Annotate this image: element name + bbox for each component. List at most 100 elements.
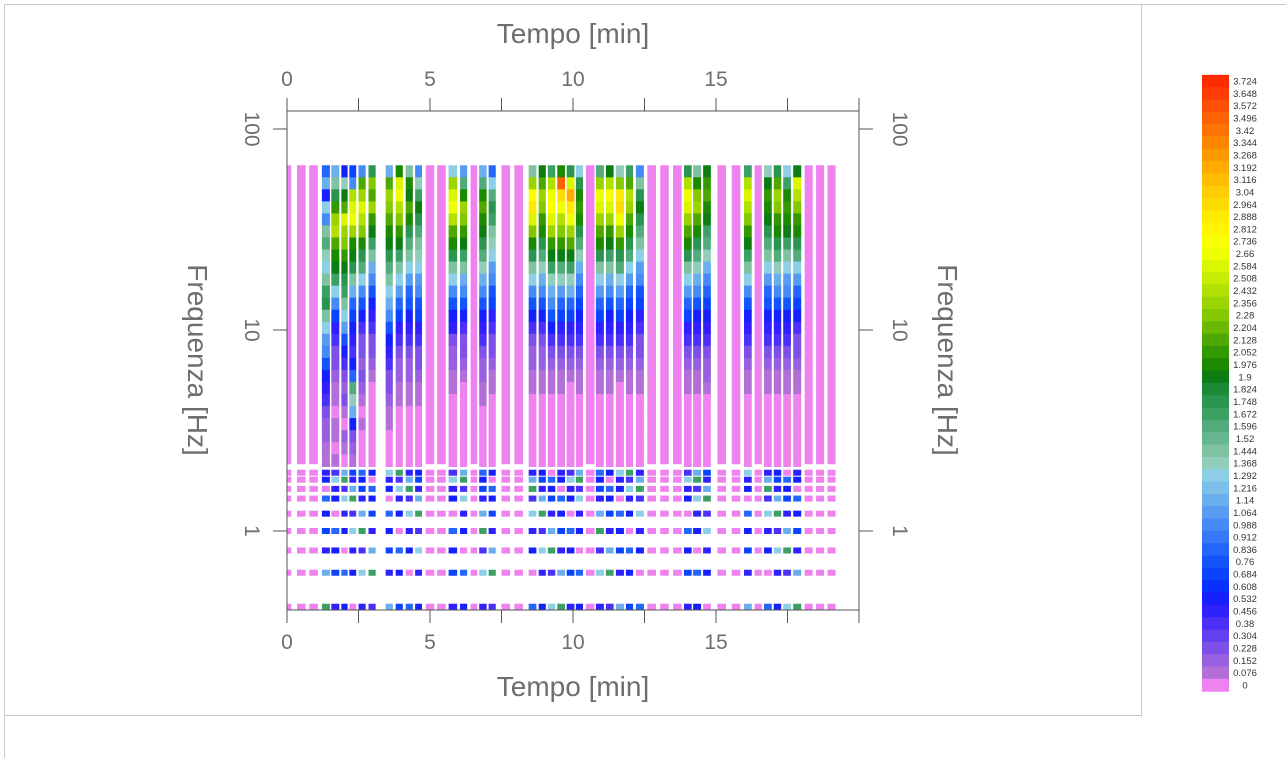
heatmap-cell — [683, 528, 692, 534]
heatmap-cell — [557, 297, 565, 311]
heatmap-cell — [395, 309, 403, 323]
heatmap-cell — [460, 476, 468, 483]
heatmap-cell — [341, 454, 348, 467]
heatmap-cell — [358, 495, 366, 502]
heatmap-cell — [635, 430, 644, 443]
heatmap-cell — [415, 569, 422, 576]
heatmap-cell — [793, 273, 802, 287]
heatmap-cell — [816, 469, 825, 476]
heatmap-cell — [566, 510, 575, 517]
heatmap-cell — [557, 345, 565, 359]
heatmap-cell — [405, 285, 413, 299]
heatmap-cell — [625, 469, 634, 476]
heatmap-cell — [395, 510, 403, 517]
colorbar-swatch — [1202, 580, 1229, 594]
heatmap-cell — [358, 165, 366, 178]
heatmap-cell — [341, 357, 348, 371]
heatmap-cell — [331, 177, 340, 190]
heatmap-cell — [647, 603, 656, 610]
heatmap-cell — [501, 485, 511, 492]
heatmap-cell — [501, 476, 511, 483]
heatmap-cell — [405, 357, 413, 371]
heatmap-cell — [595, 237, 604, 251]
heatmap-cell — [673, 476, 682, 483]
x-tick-label-top: 10 — [561, 68, 584, 91]
heatmap-cell — [437, 528, 446, 534]
heatmap-cell — [703, 309, 711, 323]
heatmap-cell — [395, 321, 403, 335]
heatmap-cell — [341, 394, 348, 407]
heatmap-cell — [425, 495, 435, 502]
heatmap-cell — [773, 603, 782, 610]
heatmap-cell — [448, 165, 458, 178]
heatmap-cell — [368, 273, 376, 287]
colorbar-tick-label: 2.508 — [1233, 274, 1257, 285]
heatmap-cell — [297, 469, 306, 476]
heatmap-cell — [358, 321, 366, 335]
heatmap-cell — [693, 225, 702, 239]
heatmap-cell — [647, 469, 656, 476]
heatmap-cell — [585, 603, 595, 610]
heatmap-cell — [460, 394, 468, 407]
heatmap-cell — [368, 485, 376, 492]
heatmap-cell — [460, 442, 468, 455]
heatmap-cell — [635, 261, 644, 275]
heatmap-cell — [538, 495, 546, 502]
heatmap-cell — [566, 547, 575, 554]
heatmap-cell — [460, 285, 468, 299]
heatmap-cell — [437, 495, 446, 502]
colorbar-swatch — [1202, 604, 1229, 618]
heatmap-cell — [793, 201, 802, 215]
heatmap-cell — [349, 273, 357, 287]
heatmap-cell — [405, 430, 413, 443]
heatmap-cell — [358, 333, 366, 347]
heatmap-cell — [528, 225, 537, 239]
colorbar-tick-label: 2.888 — [1233, 212, 1257, 223]
heatmap-cell — [470, 547, 478, 554]
heatmap-cell — [783, 394, 791, 407]
colorbar-tick-label: 2.66 — [1236, 249, 1255, 260]
heatmap-cell — [754, 165, 762, 465]
heatmap-cell — [460, 406, 468, 419]
heatmap-cell — [297, 603, 306, 610]
heatmap-cell — [460, 213, 468, 227]
heatmap-cell — [703, 454, 711, 467]
heatmap-cell — [595, 381, 604, 395]
heatmap-cell — [764, 357, 772, 371]
heatmap-cell — [744, 273, 752, 287]
heatmap-cell — [744, 381, 752, 395]
heatmap-cell — [358, 345, 366, 359]
heatmap-cell — [744, 321, 752, 335]
heatmap-cell — [547, 213, 556, 227]
heatmap-cell — [460, 369, 468, 383]
heatmap-cell — [488, 394, 496, 407]
heatmap-cell — [754, 510, 762, 517]
heatmap-cell — [547, 225, 556, 239]
heatmap-cell — [693, 603, 702, 610]
heatmap-cell — [460, 510, 468, 517]
heatmap-cell — [595, 321, 604, 335]
colorbar-tick-label: 0.38 — [1236, 619, 1255, 630]
heatmap-cell — [575, 495, 584, 502]
heatmap-cell — [585, 165, 595, 465]
heatmap-cell — [703, 510, 711, 517]
colorbar-tick-label: 0.76 — [1236, 557, 1255, 568]
heatmap-cell — [528, 369, 537, 383]
heatmap-cell — [731, 165, 741, 465]
heatmap-cell — [605, 442, 614, 455]
heatmap-cell — [341, 201, 348, 215]
heatmap-cell — [575, 273, 584, 287]
heatmap-cell — [368, 189, 376, 202]
heatmap-cell — [385, 547, 393, 554]
heatmap-cell — [368, 201, 376, 215]
heatmap-cell — [405, 442, 413, 455]
heatmap-cell — [703, 418, 711, 431]
heatmap-cell — [321, 237, 330, 251]
heatmap-cell — [557, 321, 565, 335]
heatmap-cell — [479, 476, 487, 483]
colorbar-swatch — [1202, 284, 1229, 298]
heatmap-cell — [557, 547, 565, 554]
heatmap-cell — [321, 485, 330, 492]
heatmap-cell — [488, 321, 496, 335]
heatmap-cell — [731, 547, 741, 554]
